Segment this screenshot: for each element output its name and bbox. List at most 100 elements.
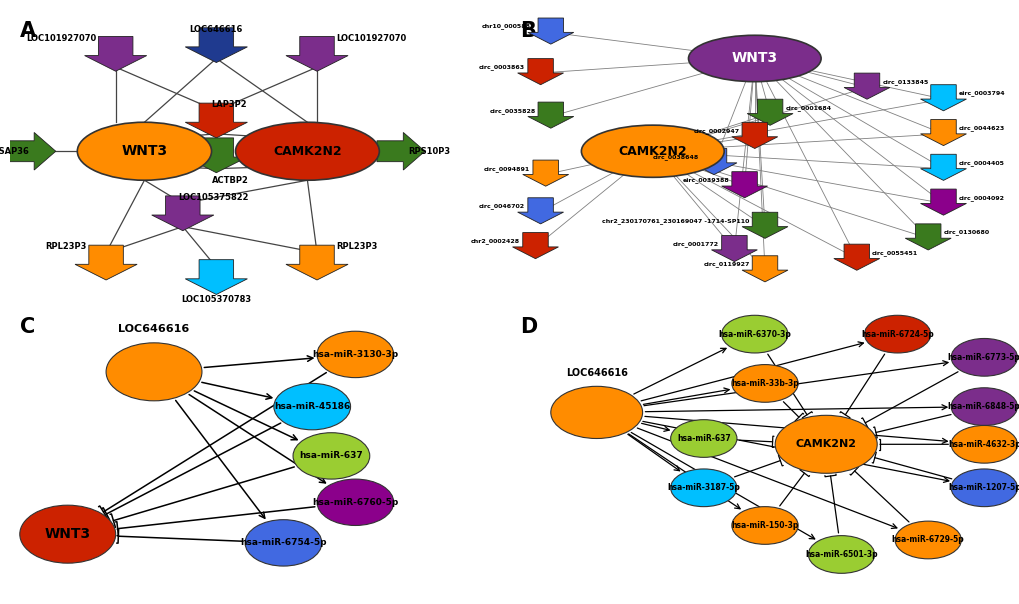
- Polygon shape: [920, 189, 966, 215]
- Text: RPS10P3: RPS10P3: [408, 147, 449, 156]
- Text: circ_0044623: circ_0044623: [958, 125, 1004, 131]
- Text: B: B: [520, 21, 536, 41]
- Text: LOC101927070: LOC101927070: [336, 34, 406, 43]
- Text: hsa-miR-6724-5p: hsa-miR-6724-5p: [860, 330, 933, 339]
- Polygon shape: [85, 36, 147, 71]
- Text: chr10_0005887: chr10_0005887: [482, 24, 535, 30]
- Text: hsa-miR-6370-3p: hsa-miR-6370-3p: [717, 330, 791, 339]
- Text: hsa-miR-637: hsa-miR-637: [300, 451, 363, 460]
- Polygon shape: [513, 233, 558, 259]
- Text: hsa-miR-6773-5p: hsa-miR-6773-5p: [947, 353, 1019, 362]
- Text: hsa-miR-3187-5p: hsa-miR-3187-5p: [666, 483, 740, 492]
- Text: hsa-miR-6754-5p: hsa-miR-6754-5p: [239, 538, 326, 547]
- Text: CAMK2N2: CAMK2N2: [795, 439, 856, 449]
- Circle shape: [864, 315, 930, 353]
- Circle shape: [951, 338, 1017, 376]
- Polygon shape: [523, 160, 569, 186]
- Circle shape: [19, 505, 115, 563]
- Polygon shape: [528, 18, 573, 44]
- Ellipse shape: [581, 125, 723, 178]
- Text: circ_0130680: circ_0130680: [943, 230, 988, 236]
- Polygon shape: [185, 138, 248, 173]
- Text: circ_0035828: circ_0035828: [489, 108, 535, 114]
- Text: circ_0002947: circ_0002947: [693, 128, 739, 134]
- Circle shape: [808, 536, 874, 573]
- Text: circ_0046702: circ_0046702: [479, 204, 525, 209]
- Text: hsa-miR-6501-3p: hsa-miR-6501-3p: [804, 550, 877, 559]
- Circle shape: [292, 432, 370, 479]
- Text: CAMK2N2: CAMK2N2: [618, 145, 687, 158]
- Text: D: D: [520, 316, 537, 337]
- Polygon shape: [721, 172, 767, 198]
- Text: circ_0133845: circ_0133845: [881, 79, 927, 85]
- Polygon shape: [691, 149, 736, 175]
- Circle shape: [671, 420, 736, 457]
- Text: LOC646616: LOC646616: [118, 324, 190, 334]
- Text: eirc_0039388: eirc_0039388: [682, 177, 729, 183]
- Circle shape: [732, 365, 797, 402]
- Circle shape: [550, 387, 642, 439]
- Text: WNT3: WNT3: [731, 51, 777, 65]
- Text: LOC646616: LOC646616: [566, 368, 627, 378]
- Polygon shape: [844, 73, 889, 99]
- Text: LOC105375822: LOC105375822: [177, 193, 249, 202]
- Text: eirc_0003794: eirc_0003794: [958, 90, 1005, 96]
- Polygon shape: [8, 132, 56, 170]
- Polygon shape: [834, 244, 879, 270]
- Circle shape: [671, 469, 736, 507]
- Text: circ_0119927: circ_0119927: [703, 262, 749, 267]
- Text: circ_0001684: circ_0001684: [785, 104, 830, 111]
- Text: WNT3: WNT3: [121, 144, 167, 158]
- Polygon shape: [185, 103, 248, 138]
- Polygon shape: [920, 120, 966, 146]
- Polygon shape: [285, 36, 347, 71]
- Text: RPL23P3: RPL23P3: [336, 242, 377, 251]
- Polygon shape: [920, 154, 966, 181]
- Text: RPSAP36: RPSAP36: [0, 147, 30, 156]
- Text: hsa-miR-4632-3p: hsa-miR-4632-3p: [947, 440, 1019, 449]
- Text: hsa-miR-1207-5p: hsa-miR-1207-5p: [947, 483, 1019, 492]
- Polygon shape: [920, 85, 966, 111]
- Text: WNT3: WNT3: [45, 527, 91, 541]
- Ellipse shape: [235, 122, 379, 180]
- Text: hsa-miR-45186: hsa-miR-45186: [274, 402, 350, 411]
- Text: circ_0055451: circ_0055451: [871, 249, 917, 255]
- Circle shape: [317, 479, 393, 525]
- Polygon shape: [742, 212, 788, 239]
- Polygon shape: [185, 260, 248, 295]
- Text: ACTBP2: ACTBP2: [211, 176, 249, 185]
- Circle shape: [732, 507, 797, 544]
- Text: A: A: [19, 21, 36, 41]
- Circle shape: [317, 331, 393, 378]
- Polygon shape: [152, 196, 214, 231]
- Text: circ_0003863: circ_0003863: [479, 64, 525, 70]
- Circle shape: [774, 416, 876, 474]
- Text: hsa-miR-150-3p: hsa-miR-150-3p: [731, 521, 798, 530]
- Polygon shape: [528, 102, 573, 128]
- Polygon shape: [742, 255, 788, 282]
- Text: circ_0001772: circ_0001772: [673, 241, 718, 247]
- Text: RPL23P3: RPL23P3: [46, 242, 87, 251]
- Text: C: C: [19, 316, 35, 337]
- Text: CAMK2N2: CAMK2N2: [273, 145, 341, 158]
- Circle shape: [721, 315, 788, 353]
- Polygon shape: [377, 132, 425, 170]
- Text: hsa-miR-6848-5p: hsa-miR-6848-5p: [947, 402, 1019, 411]
- Ellipse shape: [77, 122, 211, 180]
- Polygon shape: [75, 245, 137, 280]
- Polygon shape: [518, 198, 564, 224]
- Text: chr2_230170761_230169047 -1714-SP110: chr2_230170761_230169047 -1714-SP110: [602, 218, 749, 223]
- Text: chr2_0002428: chr2_0002428: [471, 238, 520, 244]
- Text: circ_0004092: circ_0004092: [958, 194, 1004, 201]
- Text: LOC101927070: LOC101927070: [26, 34, 97, 43]
- Polygon shape: [285, 245, 347, 280]
- Text: hsa-miR-3130-3p: hsa-miR-3130-3p: [312, 350, 398, 359]
- Text: hsa-miR-6760-5p: hsa-miR-6760-5p: [312, 498, 398, 507]
- Polygon shape: [746, 99, 793, 125]
- Circle shape: [951, 469, 1017, 507]
- Polygon shape: [905, 224, 951, 250]
- Text: hsa-miR-33b-3p: hsa-miR-33b-3p: [731, 379, 798, 388]
- Text: LOC105370783: LOC105370783: [181, 295, 251, 304]
- Text: LOC646616: LOC646616: [190, 25, 243, 34]
- Polygon shape: [518, 59, 564, 85]
